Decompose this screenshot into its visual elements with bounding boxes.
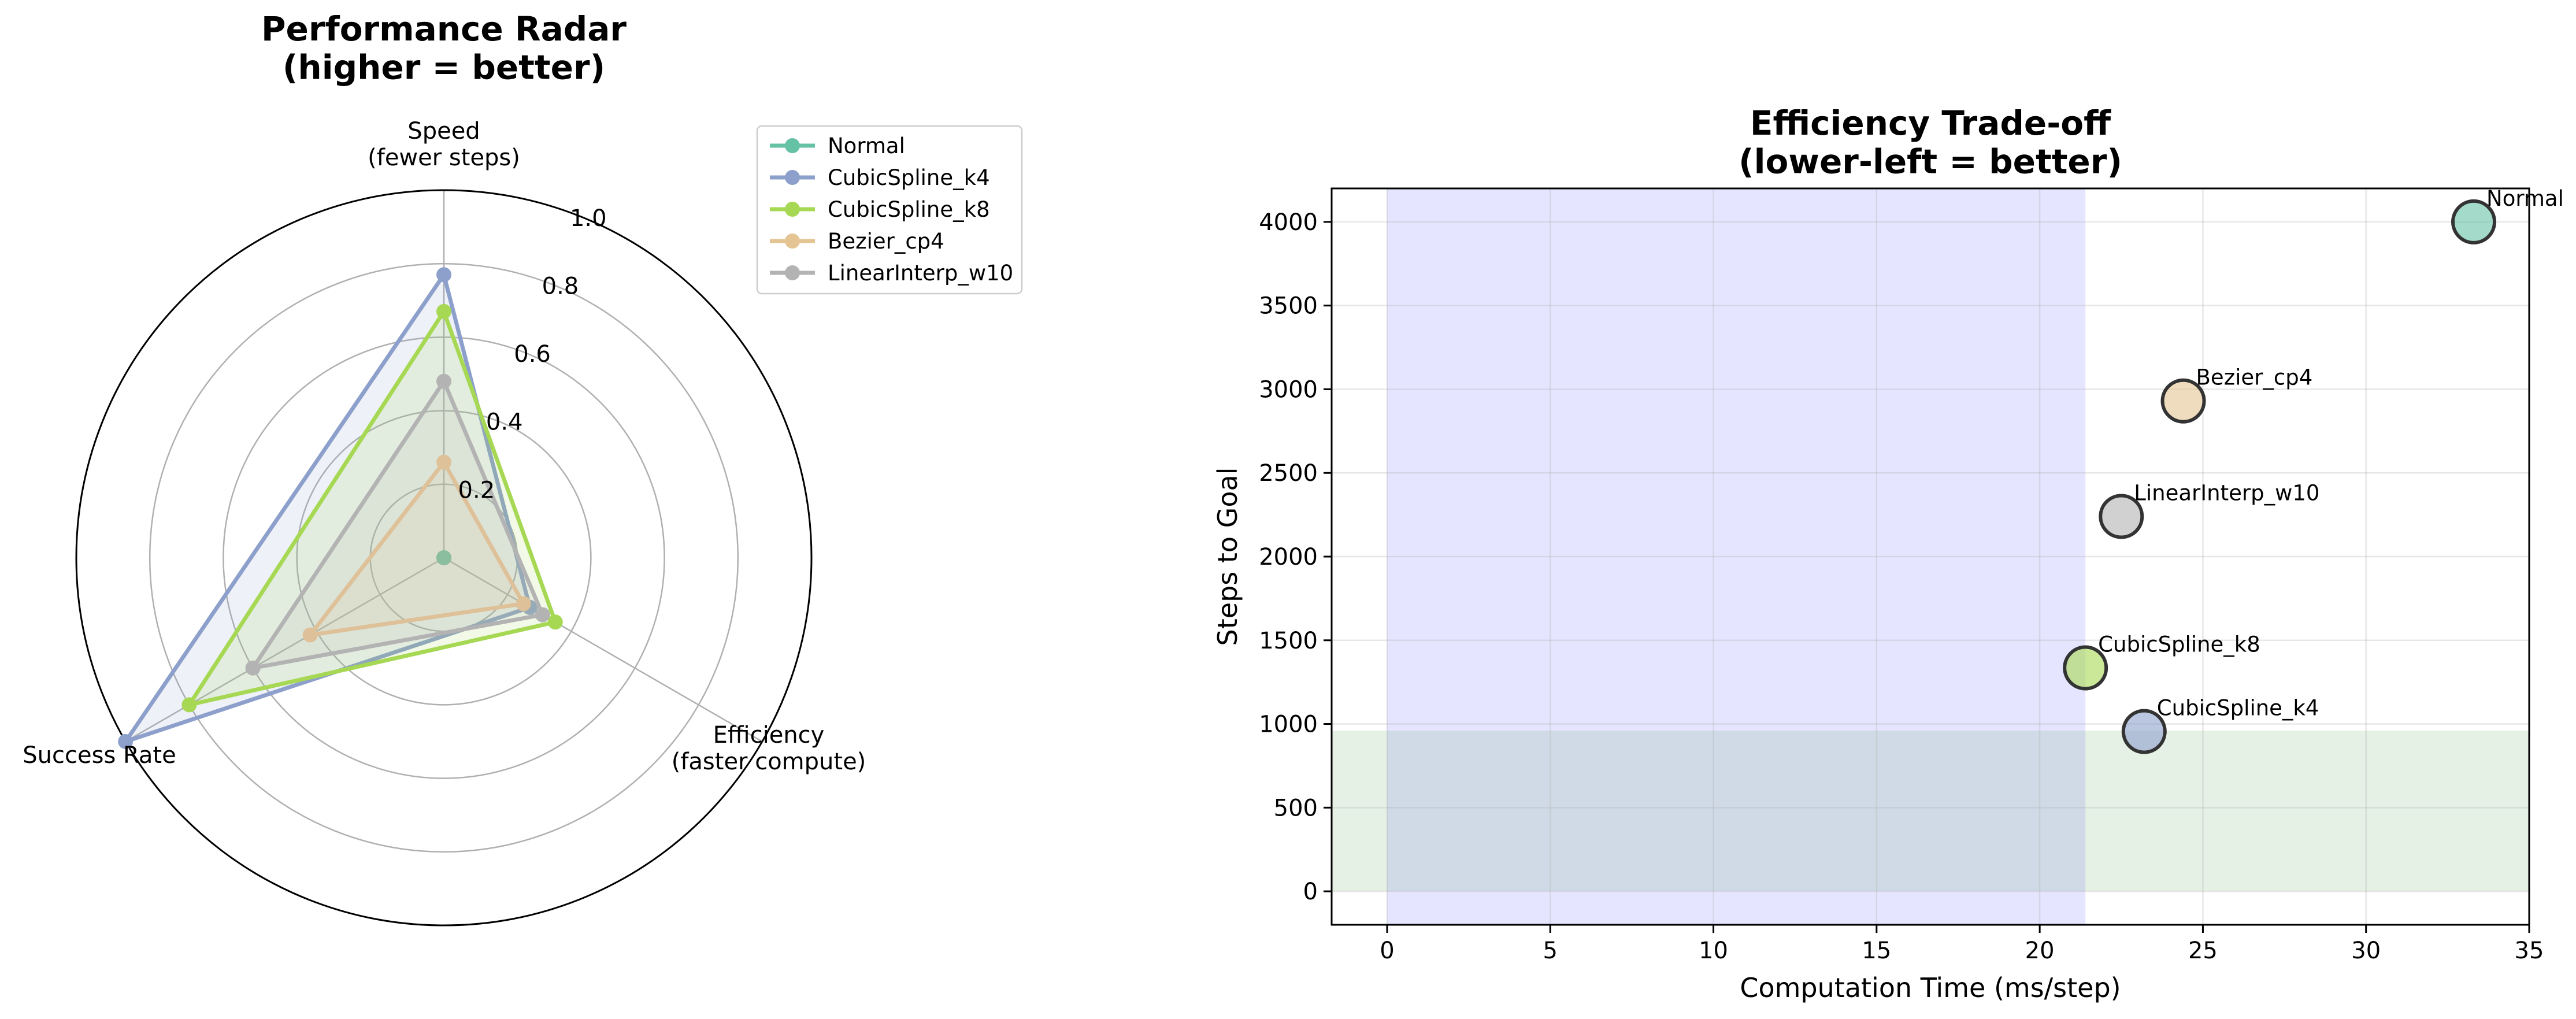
y-tick-label: 3000 <box>1259 376 1318 403</box>
radar-rtick-label: 0.6 <box>514 341 551 368</box>
radar-axis-label: Efficiency (faster compute) <box>672 722 866 775</box>
x-tick-label: 15 <box>1862 938 1891 964</box>
legend-label: CubicSpline_k4 <box>828 165 990 190</box>
radar-point-CubicSpline_k4 <box>436 267 451 283</box>
radar-area-Bezier_cp4 <box>310 462 524 635</box>
legend-marker-CubicSpline_k8 <box>785 202 800 217</box>
y-tick-label: 2000 <box>1259 544 1318 570</box>
point-annotation: LinearInterp_w10 <box>2134 481 2319 506</box>
performance-radar-chart: Performance Radar (higher = better) 0.2 0.4… <box>23 9 1023 927</box>
radar-line-LinearInterp_w10 <box>251 379 545 670</box>
x-tick-label: 35 <box>2515 938 2544 964</box>
y-tick-label: 1000 <box>1259 712 1318 738</box>
y-tick-label: 500 <box>1274 795 1318 821</box>
radar-rtick-label: 0.4 <box>486 409 523 436</box>
x-tick-label: 20 <box>2025 938 2055 964</box>
point-annotation: CubicSpline_k8 <box>2098 632 2260 657</box>
scatter-point-LinearInterp_w10 <box>2099 494 2144 539</box>
x-tick-label: 25 <box>2188 938 2218 964</box>
radar-area-CubicSpline_k4 <box>125 275 530 742</box>
scatter-point-Normal <box>2451 199 2497 244</box>
radar-point-CubicSpline_k8 <box>547 614 563 630</box>
radar-axis-label: Speed (fewer steps) <box>368 118 520 171</box>
x-tick-label: 10 <box>1699 938 1728 964</box>
scatter-title: Efficiency Trade-off (lower-left = better… <box>1739 103 2122 181</box>
radar-legend-box <box>756 125 1023 295</box>
point-annotation: CubicSpline_k4 <box>2157 696 2319 721</box>
y-tick-label: 1500 <box>1259 628 1318 654</box>
radar-point-CubicSpline_k8 <box>181 697 197 713</box>
radar-rtick-label: 0.2 <box>458 477 495 503</box>
y-axis-label: Steps to Goal <box>1212 468 1243 646</box>
legend-label: Normal <box>828 134 905 158</box>
radar-axis-label: Success Rate <box>23 742 176 769</box>
radar-point-LinearInterp_w10 <box>436 373 451 389</box>
fast-compute-region <box>1387 188 2086 925</box>
radar-area-CubicSpline_k8 <box>189 311 555 705</box>
few-steps-region <box>1332 731 2529 892</box>
radar-line-Bezier_cp4 <box>308 460 526 638</box>
legend-marker-Bezier_cp4 <box>785 234 800 249</box>
radar-point-Normal <box>436 550 451 565</box>
x-tick-label: 5 <box>1543 938 1558 964</box>
radar-point-CubicSpline_k8 <box>436 303 451 319</box>
radar-line-CubicSpline_k8 <box>187 309 558 707</box>
radar-point-Bezier_cp4 <box>516 596 531 612</box>
radar-rtick-label: 0.8 <box>542 273 579 299</box>
radar-point-Bezier_cp4 <box>302 627 318 643</box>
scatter-point-CubicSpline_k4 <box>2121 709 2167 754</box>
y-tick-label: 3500 <box>1259 293 1318 320</box>
radar-rtick-label: 1.0 <box>570 205 607 232</box>
radar-spoke <box>125 557 444 743</box>
radar-point-Bezier_cp4 <box>436 454 451 470</box>
x-tick-label: 0 <box>1380 938 1394 964</box>
legend-marker-LinearInterp_w10 <box>785 265 800 280</box>
radar-point-LinearInterp_w10 <box>535 607 550 622</box>
radar-spoke <box>443 557 763 743</box>
legend-label: CubicSpline_k8 <box>828 197 990 222</box>
radar-point-LinearInterp_w10 <box>245 660 261 676</box>
radar-point-CubicSpline_k4 <box>118 734 134 749</box>
point-annotation: Bezier_cp4 <box>2196 365 2313 390</box>
scatter-point-Bezier_cp4 <box>2160 378 2206 424</box>
y-tick-label: 2500 <box>1259 460 1318 487</box>
point-annotation: Normal <box>2486 186 2564 211</box>
legend-label: LinearInterp_w10 <box>828 261 1013 286</box>
radar-title: Performance Radar (higher = better) <box>261 9 627 87</box>
legend-label: Bezier_cp4 <box>828 229 944 254</box>
radar-frame <box>75 189 813 927</box>
legend-marker-CubicSpline_k4 <box>785 170 800 185</box>
efficiency-tradeoff-chart: Efficiency Trade-off (lower-left = better… <box>1212 103 2564 1003</box>
x-axis-label: Computation Time (ms/step) <box>1740 972 2121 1003</box>
radar-area-LinearInterp_w10 <box>253 381 543 668</box>
y-tick-label: 4000 <box>1259 209 1318 236</box>
y-tick-label: 0 <box>1303 879 1318 905</box>
scatter-point-CubicSpline_k8 <box>2063 645 2108 691</box>
legend-marker-Normal <box>785 138 800 153</box>
x-tick-label: 30 <box>2351 938 2381 964</box>
